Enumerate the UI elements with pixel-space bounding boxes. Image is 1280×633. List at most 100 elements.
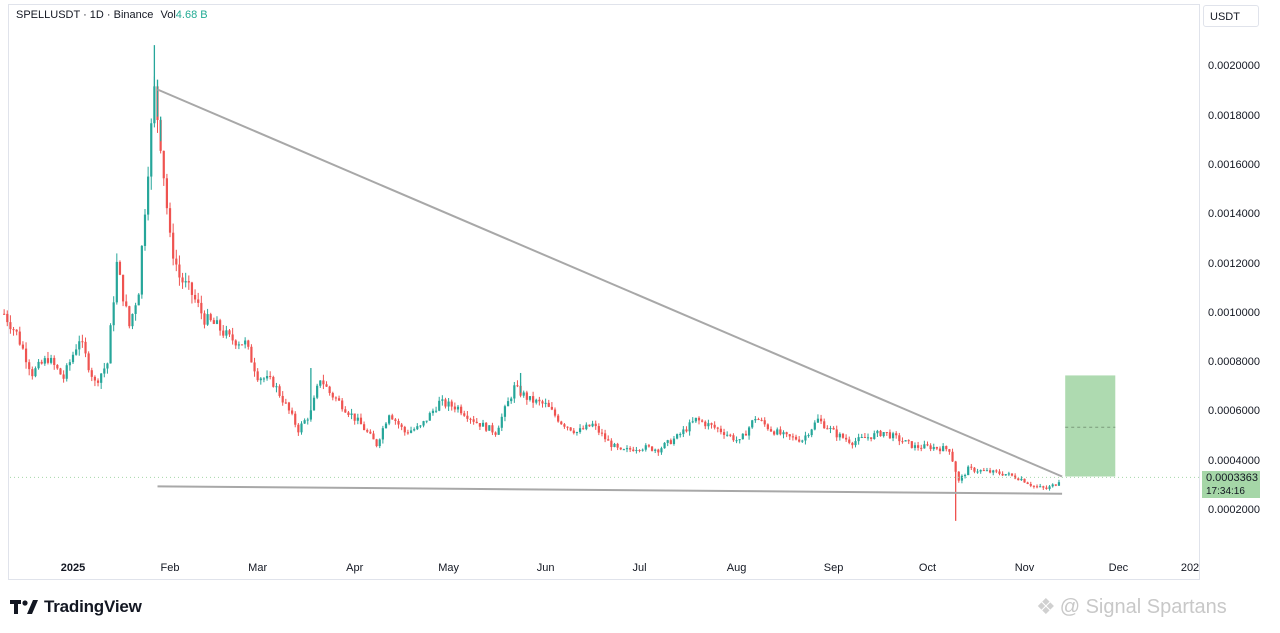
tradingview-brand[interactable]: TradingView (10, 596, 142, 618)
candle-body (1032, 485, 1036, 487)
price-tick-label: 0.0016000 (1208, 158, 1260, 171)
candle-body (81, 341, 84, 343)
volume-value: 4.68 B (175, 9, 208, 21)
candle-body (68, 362, 71, 366)
candle-body (819, 418, 823, 422)
currency-button[interactable]: USDT (1203, 5, 1259, 27)
candle-body (604, 433, 607, 440)
candle-body (713, 424, 716, 428)
candle-body (992, 470, 995, 473)
candle-body (535, 399, 538, 403)
legend-separator: · (106, 9, 111, 21)
candle-body (582, 428, 585, 430)
candle-body (9, 322, 12, 330)
candle-body (1001, 473, 1004, 476)
candle-body (419, 425, 422, 427)
candle-body (262, 378, 266, 380)
chart-pane[interactable] (8, 4, 1200, 580)
candle-body (275, 386, 278, 388)
candle-body (697, 417, 701, 421)
candle-body (422, 421, 425, 426)
candle-body (942, 446, 945, 452)
candle-body (416, 426, 419, 430)
candle-body (976, 471, 979, 473)
volume-label: Vol (160, 9, 176, 21)
candle-body (24, 348, 28, 363)
candle-body (231, 334, 234, 341)
candle-body (403, 426, 406, 433)
candle-body (1004, 474, 1007, 476)
candle-body (654, 449, 657, 451)
candle-body (913, 445, 917, 448)
candle-body (265, 376, 269, 379)
candle-body (613, 443, 616, 448)
candle-body (838, 433, 841, 438)
time-tick-label: 2025 (60, 562, 86, 574)
time-tick-label: Jun (536, 562, 555, 574)
candle-body (597, 426, 600, 433)
candle-body (985, 470, 989, 472)
candle-body (845, 437, 848, 440)
candle-body (541, 401, 544, 404)
candle-body (898, 435, 901, 442)
symbol-legend[interactable]: SPELLUSDT · 1D · Binance Vol4.68 B (16, 9, 208, 21)
candle-body (945, 446, 948, 450)
candle-body (309, 410, 312, 420)
candle-body (663, 442, 666, 449)
candle-body (316, 385, 319, 398)
candle-body (431, 410, 435, 414)
candle-body (816, 418, 820, 423)
candle-body (832, 427, 835, 430)
candle-body (375, 439, 378, 447)
bar-countdown: 17:34:16 (1206, 486, 1245, 497)
candle-body (178, 264, 181, 278)
candle-body (250, 346, 253, 363)
candle-body (866, 437, 870, 439)
candle-body (644, 445, 647, 450)
candle-body (228, 330, 231, 335)
candle-body (801, 440, 804, 442)
candle-body (162, 150, 165, 179)
candle-body (475, 421, 478, 424)
candle-body (763, 420, 766, 425)
candle-body (331, 393, 334, 398)
tradingview-logo-icon (10, 599, 38, 615)
candle-body (851, 442, 854, 446)
price-tick-label: 0.0014000 (1208, 208, 1260, 221)
price-tick-label: 0.0006000 (1208, 405, 1260, 418)
candle-body (494, 432, 497, 435)
candle-body (65, 365, 68, 379)
candle-body (134, 305, 137, 314)
candle-body (826, 428, 829, 430)
candle-body (870, 437, 873, 439)
candle-body (666, 440, 669, 443)
time-tick-label: Sep (823, 562, 844, 574)
candle-body (481, 422, 485, 427)
candle-body (278, 386, 281, 396)
candle-body (538, 399, 541, 402)
candle-body (62, 374, 65, 379)
horizontal-support-trendline[interactable] (157, 485, 1063, 495)
candle-body (726, 434, 729, 436)
candle-body (773, 431, 776, 435)
candle-body (1010, 473, 1014, 476)
candle-body (719, 428, 723, 433)
candle-body (707, 423, 710, 427)
candle-body (87, 353, 90, 371)
candle-body (516, 385, 519, 387)
descending-resistance-trendline[interactable] (157, 88, 1063, 478)
candle-body (594, 423, 597, 427)
target-zone[interactable] (1065, 375, 1116, 477)
candle-body (18, 331, 21, 345)
candle-body (131, 313, 134, 327)
candle-body (920, 447, 923, 449)
candle-body (259, 378, 262, 381)
drawing-overlays (10, 88, 1200, 495)
candle-body (53, 357, 56, 365)
candle-body (247, 340, 250, 347)
candle-body (747, 427, 751, 436)
candle-body (181, 277, 184, 283)
candle-body (222, 330, 225, 336)
candle-body (513, 385, 516, 399)
